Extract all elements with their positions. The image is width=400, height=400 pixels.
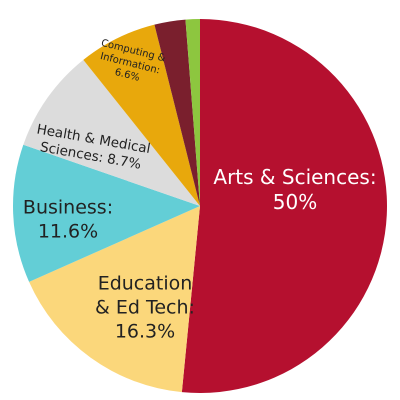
slice-label: Business: 11.6%: [18, 196, 118, 244]
slice-label: Arts & Sciences: 50%: [210, 165, 380, 215]
pie-slice: [185, 19, 200, 206]
category-label: Business:: [22, 196, 114, 219]
pie-slice: [154, 19, 200, 207]
pie-slice: [23, 59, 201, 207]
slice-label: Education & Ed Tech: 16.3%: [90, 272, 200, 343]
pie-slice: [83, 24, 200, 206]
value-label: 11.6%: [37, 220, 99, 242]
pie-slice: [29, 206, 200, 393]
pie-slice: [181, 19, 387, 393]
category-label: Arts & Sciences:: [213, 165, 377, 189]
value-label: 16.3%: [114, 319, 176, 342]
category-label: Education & Ed Tech:: [95, 272, 195, 319]
value-label: 50%: [272, 190, 318, 214]
pie-slice: [13, 144, 201, 282]
